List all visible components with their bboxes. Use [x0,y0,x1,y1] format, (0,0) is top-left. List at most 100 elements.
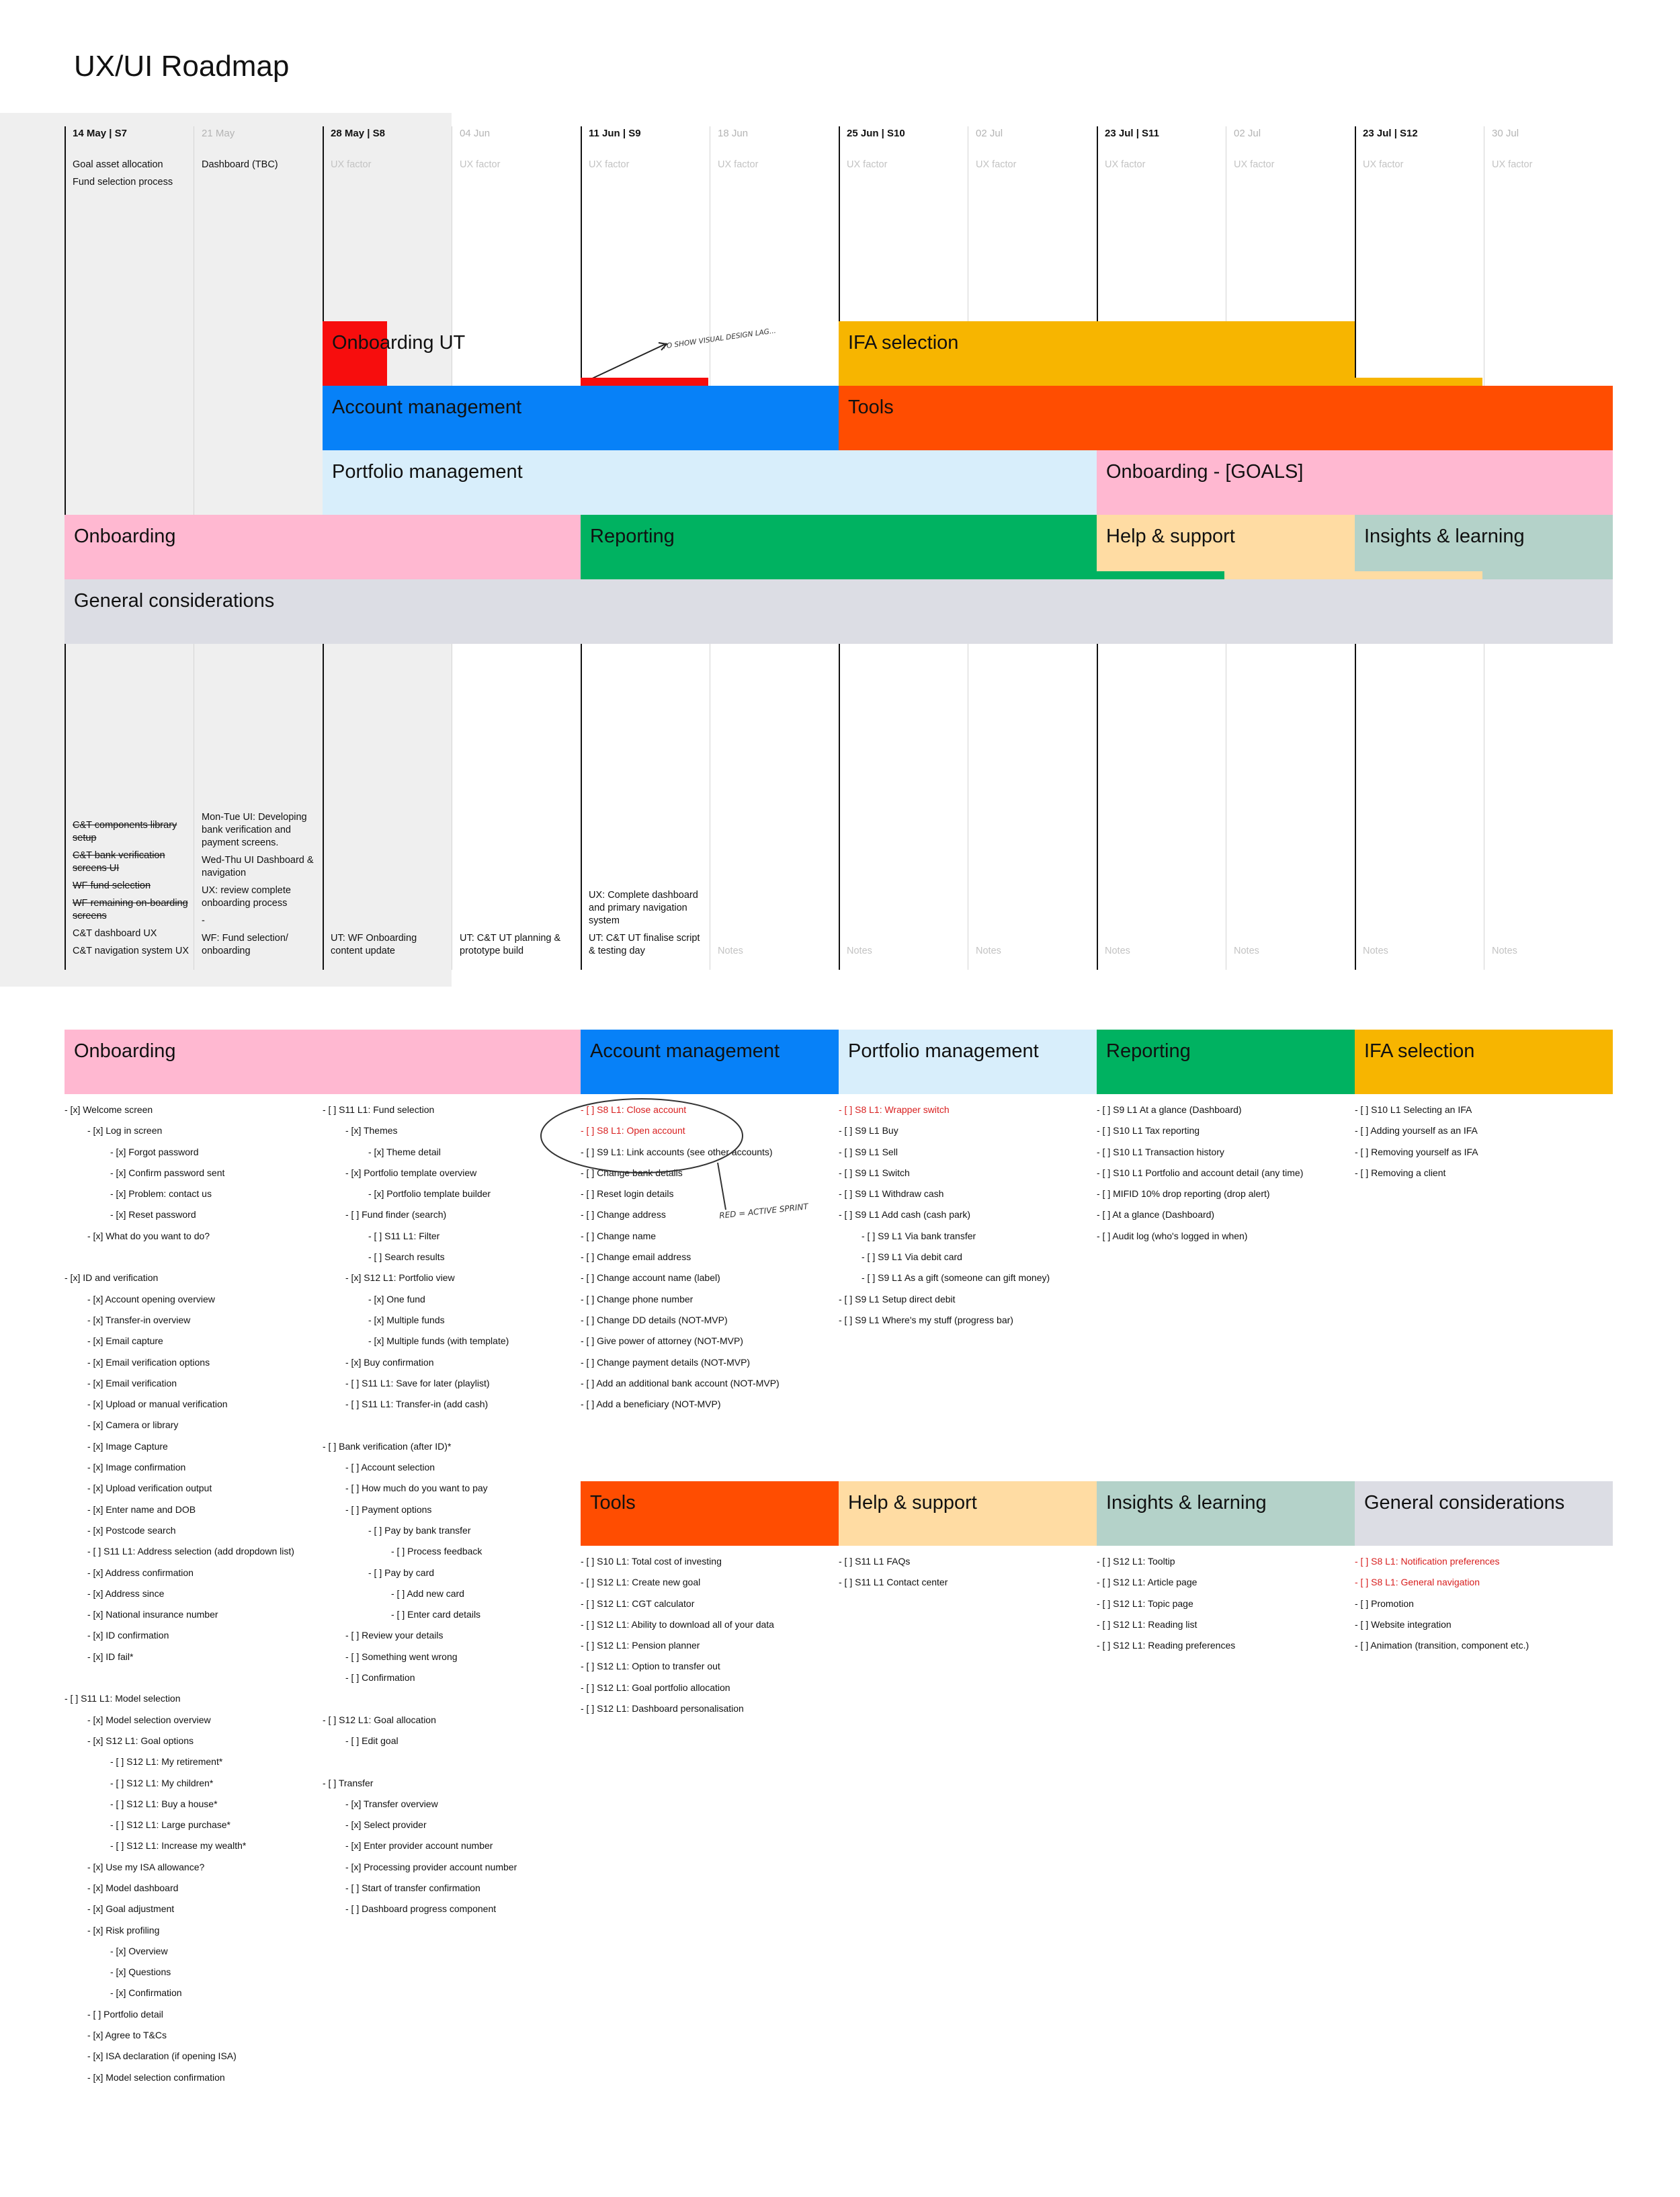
backlog-item[interactable]: - [ ] S9 L1 At a glance (Dashboard) [1097,1104,1242,1115]
backlog-item[interactable] [323,1688,517,1709]
bar-general-considerations[interactable]: General considerations [65,579,1613,644]
backlog-item[interactable]: - [ ] Change name [581,1230,657,1241]
backlog-item[interactable]: - [ ] How much do you want to pay [345,1483,488,1494]
backlog-item[interactable]: - [ ] Removing yourself as IFA [1355,1146,1478,1157]
backlog-item[interactable]: - [ ] S10 L1 Transaction history [1097,1146,1224,1157]
backlog-item[interactable]: - [x] Upload or manual verification [87,1399,228,1410]
backlog-item[interactable]: - [ ] Add an additional bank account (NO… [581,1377,780,1388]
backlog-item[interactable]: - [x] Agree to T&Cs [87,2030,167,2041]
backlog-item[interactable]: - [ ] S9 L1 Via bank transfer [862,1230,976,1241]
backlog-item[interactable]: - [ ] Start of transfer confirmation [345,1882,480,1893]
bar-portfolio-management[interactable]: Portfolio management [323,450,1097,515]
backlog-item[interactable]: - [ ] S9 L1 As a gift (someone can gift … [862,1272,1050,1284]
backlog-item[interactable]: - [ ] At a glance (Dashboard) [1097,1209,1215,1220]
backlog-item[interactable]: - [x] Upload verification output [87,1483,212,1494]
backlog-item[interactable]: - [ ] S11 L1: Address selection (add dro… [87,1546,294,1557]
backlog-item[interactable]: - [x] Image confirmation [87,1462,186,1473]
backlog-item[interactable]: - [x] Model selection overview [87,1714,211,1725]
backlog-item[interactable] [65,1247,294,1268]
backlog-item[interactable]: - [x] Goal adjustment [87,1903,175,1915]
backlog-item[interactable]: - [ ] S9 L1 Withdraw cash [839,1188,944,1200]
backlog-item[interactable]: - [ ] Promotion [1355,1598,1414,1609]
backlog-item[interactable]: - [x] Model selection confirmation [87,2071,225,2083]
backlog-item[interactable]: - [x] Overview [110,1945,168,1956]
backlog-item[interactable]: - [x] Enter provider account number [345,1840,493,1852]
backlog-item[interactable]: - [x] Camera or library [87,1419,179,1431]
backlog-item[interactable]: - [ ] S11 L1: Filter [368,1230,440,1241]
backlog-item[interactable]: - [ ] Account selection [345,1462,435,1473]
backlog-item[interactable]: - [ ] Change bank details [581,1167,683,1178]
backlog-item[interactable]: - [ ] S8 L1: General navigation [1355,1577,1480,1588]
backlog-item[interactable]: - [ ] MIFID 10% drop reporting (drop ale… [1097,1188,1270,1200]
bar-help-support[interactable]: Help & support [1097,515,1355,579]
backlog-item[interactable]: - [x] Email verification options [87,1356,210,1368]
backlog-item[interactable]: - [ ] S9 L1 Sell [839,1146,898,1157]
backlog-item[interactable]: - [x] Account opening overview [87,1293,215,1304]
backlog-item[interactable]: - [x] Email capture [87,1335,163,1347]
backlog-item[interactable]: - [ ] S12 L1: Increase my wealth* [110,1840,247,1852]
backlog-item[interactable]: - [ ] Add a beneficiary (NOT-MVP) [581,1399,721,1410]
backlog-item[interactable]: - [ ] S12 L1: Goal allocation [323,1714,436,1725]
backlog-item[interactable]: - [ ] Payment options [345,1503,432,1515]
backlog-item[interactable]: - [ ] S9 L1 Buy [839,1125,898,1136]
backlog-item[interactable]: - [x] ID and verification [65,1272,159,1284]
backlog-item[interactable]: - [x] ISA declaration (if opening ISA) [87,2050,237,2062]
backlog-item[interactable]: - [ ] Process feedback [391,1546,482,1557]
backlog-item[interactable]: - [ ] Bank verification (after ID)* [323,1440,452,1452]
backlog-item[interactable]: - [x] Address since [87,1587,165,1599]
backlog-item[interactable]: - [ ] S11 L1: Save for later (playlist) [345,1377,490,1388]
backlog-item[interactable]: - [ ] S12 L1: Topic page [1097,1598,1193,1609]
backlog-item[interactable]: - [x] Transfer-in overview [87,1314,191,1325]
backlog-item[interactable]: - [ ] S12 L1: Tooltip [1097,1556,1175,1567]
bar-tools[interactable]: Tools [839,386,1613,450]
backlog-item[interactable]: - [x] Image Capture [87,1440,168,1452]
backlog-item[interactable]: - [ ] S12 L1: My retirement* [110,1756,223,1768]
backlog-item[interactable]: - [ ] S9 L1 Via debit card [862,1251,962,1263]
backlog-item[interactable]: - [x] Forgot password [110,1146,199,1157]
backlog-item[interactable] [65,1667,294,1688]
backlog-item[interactable]: - [ ] S10 L1: Total cost of investing [581,1556,722,1567]
bar-ifa-selection[interactable]: IFA selection [839,321,1355,386]
backlog-item[interactable]: - [ ] Add new card [391,1587,464,1599]
backlog-item[interactable]: - [ ] S11 L1 FAQs [839,1556,911,1567]
backlog-item[interactable]: - [ ] Removing a client [1355,1167,1446,1178]
backlog-item[interactable]: - [ ] Enter card details [391,1609,481,1620]
backlog-item[interactable]: - [x] Confirmation [110,1987,182,1999]
bar-onboarding[interactable]: Onboarding [65,515,581,579]
backlog-item[interactable]: - [ ] S12 L1: Reading preferences [1097,1640,1236,1651]
bar-onboarding-ut[interactable]: Onboarding UT [323,321,465,386]
backlog-item[interactable]: - [ ] Confirmation [345,1672,415,1684]
backlog-item[interactable]: - [x] S12 L1: Portfolio view [345,1272,455,1284]
backlog-item[interactable]: - [ ] S12 L1: Large purchase* [110,1819,230,1831]
backlog-item[interactable] [323,1415,517,1436]
backlog-item[interactable]: - [x] Log in screen [87,1125,163,1136]
backlog-item[interactable]: - [x] Problem: contact us [110,1188,212,1200]
backlog-item[interactable]: - [x] Questions [110,1966,171,1978]
backlog-item[interactable]: - [x] One fund [368,1293,425,1304]
backlog-item[interactable]: - [x] Theme detail [368,1146,441,1157]
backlog-item[interactable]: - [x] Use my ISA allowance? [87,1861,205,1872]
backlog-item[interactable]: - [ ] S8 L1: Open account [581,1125,685,1136]
backlog-item[interactable]: - [ ] S9 L1: Link accounts (see other ac… [581,1146,773,1157]
backlog-item[interactable]: - [ ] Change address [581,1209,666,1220]
backlog-item[interactable]: - [ ] S10 L1 Selecting an IFA [1355,1104,1472,1115]
backlog-item[interactable]: - [ ] Portfolio detail [87,2008,163,2020]
backlog-item[interactable]: - [x] Portfolio template builder [368,1188,491,1200]
backlog-item[interactable]: - [ ] Pay by bank transfer [368,1524,471,1536]
backlog-item[interactable]: - [x] Transfer overview [345,1798,438,1809]
backlog-item[interactable]: - [ ] S12 L1: My children* [110,1777,214,1788]
backlog-item[interactable]: - [x] S12 L1: Goal options [87,1735,194,1746]
backlog-item[interactable]: - [ ] S8 L1: Wrapper switch [839,1104,950,1115]
backlog-item[interactable]: - [x] Postcode search [87,1524,176,1536]
backlog-item[interactable]: - [x] What do you want to do? [87,1230,210,1241]
backlog-item[interactable]: - [ ] Dashboard progress component [345,1903,497,1915]
backlog-item[interactable]: - [x] Confirm password sent [110,1167,225,1178]
backlog-item[interactable]: - [ ] S9 L1 Where's my stuff (progress b… [839,1314,1013,1325]
backlog-item[interactable]: - [ ] S10 L1 Tax reporting [1097,1125,1200,1136]
backlog-item[interactable]: - [ ] S11 L1: Model selection [65,1693,181,1704]
backlog-item[interactable]: - [ ] Review your details [345,1630,444,1641]
bar-reporting[interactable]: Reporting [581,515,1097,579]
backlog-item[interactable]: - [x] Multiple funds (with template) [368,1335,509,1347]
backlog-item[interactable]: - [x] Buy confirmation [345,1356,434,1368]
backlog-item[interactable]: - [x] Themes [345,1125,398,1136]
